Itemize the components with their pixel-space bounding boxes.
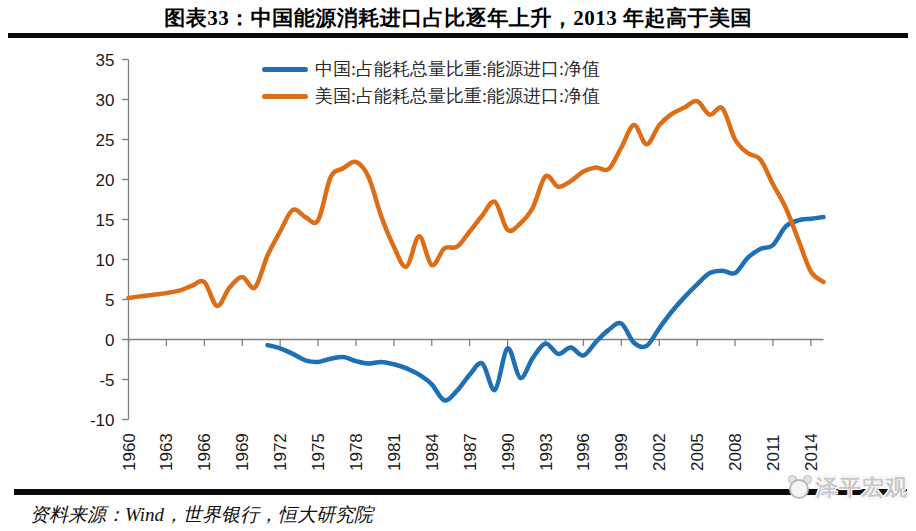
chart-legend: 中国:占能耗总量比重:能源进口:净值 美国:占能耗总量比重:能源进口:净值	[262, 57, 600, 111]
chart-figure: 35 30 25 20 15 10 5 0 -5 -10 1960 1963 1966 1969 1972 1…	[0, 0, 916, 531]
svg-text:1975: 1975	[309, 433, 328, 471]
us-line-swatch	[262, 94, 308, 99]
svg-text:25: 25	[96, 131, 115, 150]
svg-text:0: 0	[105, 331, 114, 350]
svg-text:1984: 1984	[423, 433, 442, 471]
svg-text:2002: 2002	[650, 433, 669, 471]
svg-text:1996: 1996	[574, 433, 593, 471]
svg-text:-10: -10	[90, 411, 115, 430]
brand-name: 泽平宏观	[816, 473, 908, 503]
svg-text:2008: 2008	[726, 433, 745, 471]
china-line-swatch	[262, 67, 308, 72]
svg-text:1966: 1966	[195, 433, 214, 471]
svg-text:10: 10	[96, 251, 115, 270]
legend-item-us: 美国:占能耗总量比重:能源进口:净值	[262, 84, 600, 108]
svg-text:1999: 1999	[612, 433, 631, 471]
svg-text:1981: 1981	[385, 433, 404, 471]
svg-text:1969: 1969	[233, 433, 252, 471]
panda-logo-icon	[787, 475, 813, 501]
svg-text:1960: 1960	[120, 433, 139, 471]
svg-text:2005: 2005	[688, 433, 707, 471]
svg-text:15: 15	[96, 211, 115, 230]
svg-text:-5: -5	[99, 371, 114, 390]
legend-item-china: 中国:占能耗总量比重:能源进口:净值	[262, 57, 600, 81]
legend-label-china: 中国:占能耗总量比重:能源进口:净值	[315, 57, 600, 81]
svg-text:2011: 2011	[764, 434, 783, 471]
svg-text:30: 30	[96, 91, 115, 110]
svg-text:1972: 1972	[271, 433, 290, 471]
svg-text:1978: 1978	[347, 433, 366, 471]
svg-text:5: 5	[105, 291, 114, 310]
svg-text:1993: 1993	[537, 433, 556, 471]
legend-label-us: 美国:占能耗总量比重:能源进口:净值	[315, 84, 600, 108]
svg-text:1963: 1963	[157, 433, 176, 471]
source-note: 资料来源：Wind，世界银行，恒大研究院	[30, 502, 373, 528]
svg-text:20: 20	[96, 171, 115, 190]
svg-text:2014: 2014	[802, 433, 821, 471]
svg-text:35: 35	[96, 51, 115, 70]
svg-text:1990: 1990	[499, 433, 518, 471]
svg-text:1987: 1987	[461, 433, 480, 471]
brand-watermark: 泽平宏观	[787, 473, 908, 503]
